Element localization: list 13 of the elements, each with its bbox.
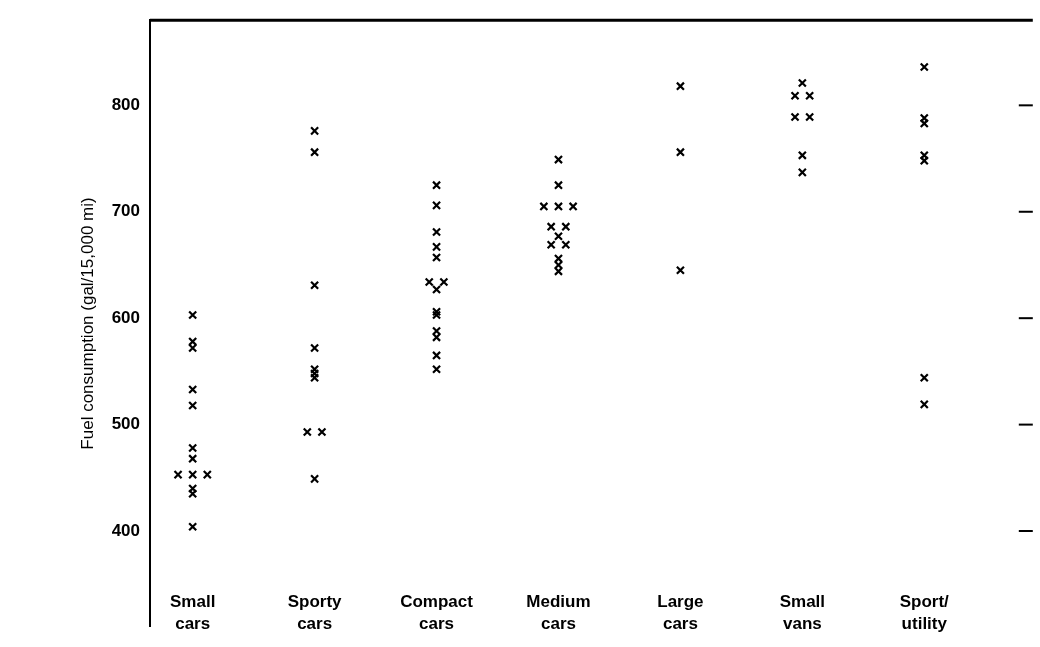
x-tick-label: Small cars xyxy=(170,592,216,633)
x-tick-label: Medium cars xyxy=(526,592,591,633)
y-tick-label: 700 xyxy=(111,201,140,221)
x-tick-label: Compact cars xyxy=(400,592,474,633)
x-tick-label: Small vans xyxy=(779,592,826,633)
x-tick-label: Sporty cars xyxy=(287,592,343,633)
x-tick-label: Large cars xyxy=(657,592,704,633)
y-axis-title: Fuel consumption (gal/15,000 mi) xyxy=(77,197,97,450)
y-tick-label: 400 xyxy=(111,520,140,540)
y-tick-label: 800 xyxy=(111,95,140,115)
y-tick-label: 500 xyxy=(111,414,140,434)
x-tick-label: Sport/utility xyxy=(899,592,950,633)
y-tick-label: 600 xyxy=(111,307,140,327)
